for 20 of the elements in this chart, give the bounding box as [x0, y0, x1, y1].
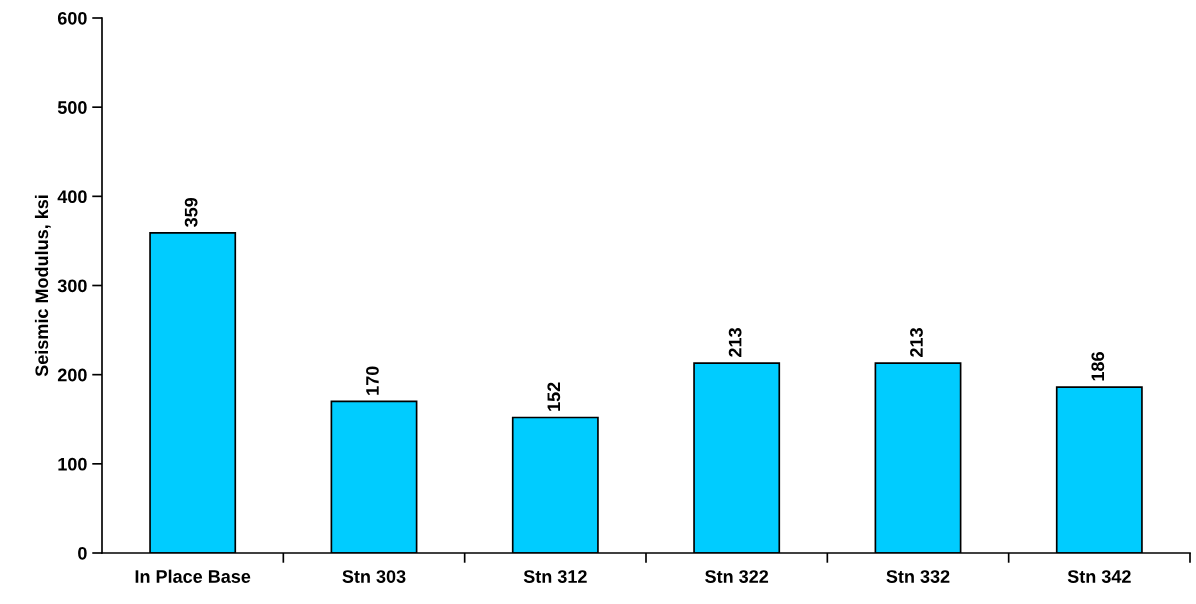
- y-axis-title: Seismic Modulus, ksi: [34, 195, 51, 377]
- x-tick-label: Stn 312: [523, 570, 587, 583]
- x-tick-label: Stn 322: [705, 570, 769, 583]
- y-tick-label: 600: [57, 11, 87, 25]
- data-label: 170: [366, 366, 379, 395]
- y-tick-label: 0: [78, 546, 87, 560]
- y-tick-label: 500: [57, 101, 87, 114]
- data-label: 186: [1091, 352, 1105, 381]
- y-tick-label: 400: [57, 190, 87, 204]
- y-tick-label: 200: [57, 368, 87, 382]
- x-tick-label: In Place Base: [135, 569, 251, 583]
- data-label: 359: [184, 197, 198, 227]
- y-tick-label: 100: [58, 457, 87, 471]
- x-tick-label: Stn 332: [886, 570, 950, 583]
- y-tick-label: 300: [57, 279, 87, 293]
- x-tick-label: Stn 303: [342, 570, 406, 583]
- data-label: 152: [547, 382, 561, 411]
- data-label: 213: [728, 328, 742, 357]
- data-label: 213: [910, 328, 923, 357]
- x-tick-label: Stn 342: [1067, 570, 1131, 583]
